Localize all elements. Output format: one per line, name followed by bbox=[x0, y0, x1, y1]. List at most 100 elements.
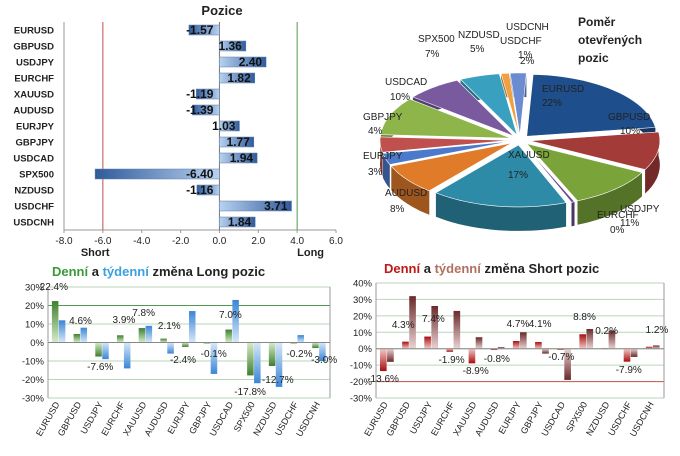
chart3-tick-label: 10% bbox=[25, 320, 45, 331]
chart2-slice-pct: 22% bbox=[542, 98, 562, 109]
chart2-slice-pct: 17% bbox=[508, 170, 528, 181]
chart2-slice-side bbox=[571, 201, 575, 227]
chart1-value-label: 1.82 bbox=[227, 71, 251, 85]
chart4-weekly-bar bbox=[453, 310, 461, 349]
chart3-tick-label: -20% bbox=[22, 375, 45, 386]
chart4-tick-label: -10% bbox=[350, 361, 373, 372]
chart4-data-label: -13.6% bbox=[367, 374, 399, 385]
chart4-data-label: -7.9% bbox=[616, 365, 642, 376]
chart4-data-label: -0.8% bbox=[484, 354, 510, 365]
chart3-data-label: -0.1% bbox=[201, 349, 227, 360]
chart3-data-label: 2.1% bbox=[158, 321, 181, 332]
chart4-data-label: 4.3% bbox=[392, 320, 415, 331]
chart4-tick-label: 30% bbox=[353, 295, 373, 306]
chart3-weekly-bar bbox=[102, 342, 109, 360]
chart4-daily-bar bbox=[446, 348, 454, 352]
chart4-data-label: 4.1% bbox=[529, 319, 552, 330]
chart1-category-label: USDJPY bbox=[16, 58, 55, 69]
chart4-daily-bar bbox=[468, 348, 476, 364]
chart4-weekly-bar bbox=[409, 296, 416, 349]
chart4-weekly-bar bbox=[608, 330, 616, 349]
chart1-bar bbox=[192, 104, 220, 116]
chart2-slice bbox=[379, 136, 511, 153]
chart4-weekly-bar bbox=[652, 345, 660, 349]
chart1-tick-label: -4.0 bbox=[133, 236, 151, 247]
chart2-slice-label: NZDUSD bbox=[458, 30, 500, 41]
chart3-title-part: týdenní bbox=[103, 264, 150, 279]
chart1-category-label: EURJPY bbox=[16, 122, 55, 133]
chart2-slice-pct: 0% bbox=[610, 225, 625, 236]
chart1-value-label: -6.40 bbox=[186, 167, 214, 181]
chart1-bar bbox=[219, 200, 292, 212]
chart2-slice-pct: 8% bbox=[390, 204, 405, 215]
chart1-category-label: USDCNH bbox=[13, 218, 54, 229]
chart3-weekly-bar bbox=[123, 342, 131, 369]
chart1-value-label: 1.94 bbox=[230, 151, 254, 165]
chart1-bar bbox=[219, 120, 240, 132]
chart1-bar bbox=[94, 168, 220, 180]
chart2-title-line: otevřených bbox=[578, 33, 642, 47]
chart1-bar bbox=[219, 40, 247, 52]
chart1-bar bbox=[196, 184, 220, 196]
chart4-title-part: změna Short pozic bbox=[481, 261, 599, 276]
chart3-data-label: -7.6% bbox=[87, 362, 113, 373]
chart2-slice-label: USDCAD bbox=[385, 77, 427, 88]
chart3-weekly-bar bbox=[210, 342, 218, 374]
chart1-bar bbox=[219, 136, 255, 148]
chart1-category-label: XAUUSD bbox=[14, 90, 54, 101]
chart4-weekly-bar bbox=[387, 348, 394, 362]
chart3-weekly-bar bbox=[58, 320, 66, 343]
chart1-tick-label: -2.0 bbox=[172, 236, 190, 247]
chart4-daily-bar bbox=[379, 348, 387, 372]
chart3-title-part: změna Long pozic bbox=[149, 264, 265, 279]
chart1-bar bbox=[219, 152, 258, 164]
chart1-title: Pozice bbox=[201, 3, 242, 18]
chart3-weekly-bar bbox=[80, 327, 88, 343]
chart3-daily-bar bbox=[160, 338, 167, 343]
chart4-weekly-bar bbox=[630, 348, 638, 357]
chart4-weekly-bar bbox=[520, 332, 527, 349]
chart2-slice-pct: 10% bbox=[390, 92, 410, 103]
chart2-title-line: Poměr bbox=[578, 15, 616, 29]
chart1-value-label: 1.84 bbox=[228, 215, 252, 229]
chart2-slice-side bbox=[577, 172, 642, 225]
chart2-slice bbox=[382, 141, 511, 165]
chart4-daily-bar bbox=[535, 341, 542, 349]
chart4-data-label: 4.7% bbox=[507, 319, 530, 330]
chart4-weekly-bar bbox=[431, 306, 439, 349]
chart4-tick-label: -20% bbox=[350, 377, 373, 388]
chart3-data-label: -17.8% bbox=[234, 387, 266, 398]
chart1-tick-label: -6.0 bbox=[94, 236, 112, 247]
chart3-data-label: -2.4% bbox=[170, 355, 196, 366]
chart2-slice-pct: 1% bbox=[518, 50, 533, 61]
chart1-tick-label: -8.0 bbox=[55, 236, 73, 247]
chart3-daily-bar bbox=[95, 342, 102, 357]
chart3-weekly-bar bbox=[232, 299, 239, 343]
chart3-weekly-bar bbox=[319, 342, 326, 361]
chart2-title-line: pozic bbox=[578, 51, 609, 65]
chart3-title-part: a bbox=[88, 264, 102, 279]
chart2-slice-pct: 2% bbox=[520, 56, 535, 67]
chart4-data-label: -1.9% bbox=[438, 355, 464, 366]
chart3-daily-bar bbox=[73, 333, 81, 343]
chart3-weekly-bar bbox=[189, 311, 196, 343]
chart4-daily-bar bbox=[512, 340, 520, 349]
chart3-daily-bar bbox=[268, 342, 276, 366]
chart3-data-label: 22.4% bbox=[40, 282, 68, 293]
chart2-slice bbox=[525, 143, 643, 202]
chart2-slice bbox=[435, 144, 567, 208]
chart4-tick-label: 10% bbox=[353, 328, 373, 339]
chart3-weekly-bar bbox=[145, 325, 153, 343]
chart3-tick-label: -10% bbox=[22, 357, 45, 368]
chart3-data-label: -12.7% bbox=[262, 375, 294, 386]
chart3-weekly-bar bbox=[167, 342, 174, 354]
chart1-bar bbox=[188, 24, 220, 36]
chart4-tick-label: 20% bbox=[353, 311, 373, 322]
chart4-data-label: 7.4% bbox=[422, 314, 445, 325]
chart2-slice-label: XAUUSD bbox=[508, 150, 550, 161]
chart2-slice-pct: 11% bbox=[620, 218, 639, 229]
chart3-data-label: 7.8% bbox=[132, 308, 155, 319]
chart4-title-part: Denní bbox=[384, 261, 421, 276]
chart4-daily-bar bbox=[645, 346, 653, 349]
